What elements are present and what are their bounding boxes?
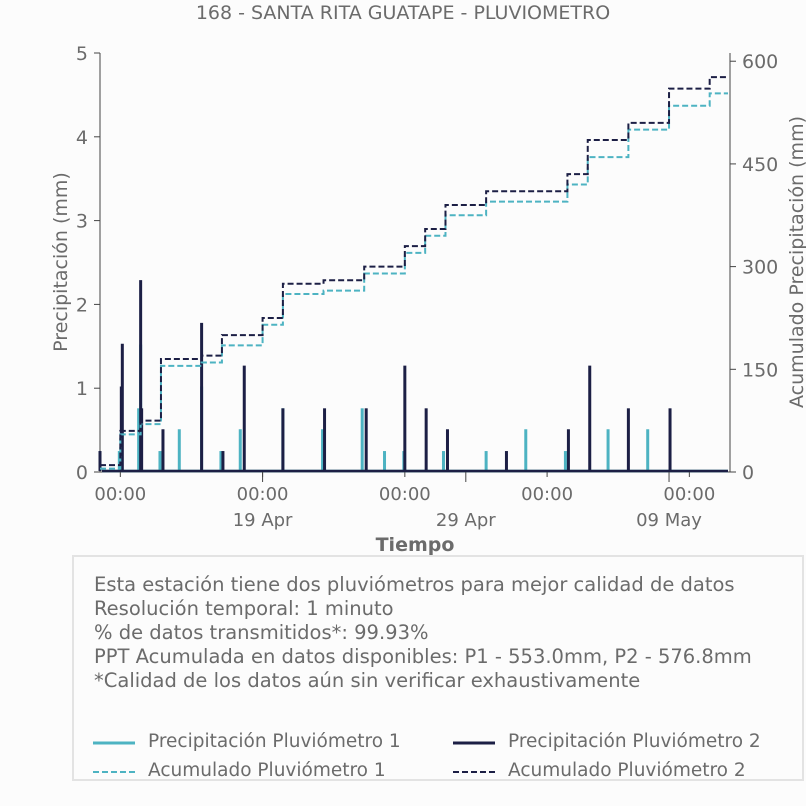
y-tick-label-right: 450 [742, 154, 778, 176]
x-tick-label: 00:00 [663, 484, 715, 505]
legend-swatch [453, 771, 495, 773]
y-tick-label-left: 4 [76, 127, 88, 149]
x-tick-label: 00:00 [94, 484, 146, 505]
legend-swatch [93, 771, 135, 773]
legend-label: Acumulado Pluviómetro 2 [508, 760, 746, 781]
x-tick-label: 00:00 [237, 484, 289, 505]
legend-label: Acumulado Pluviómetro 1 [148, 760, 386, 781]
cumulative-line-2 [100, 76, 728, 467]
chart-title: 168 - SANTA RITA GUATAPE - PLUVIOMETRO [195, 2, 611, 24]
info-line: PPT Acumulada en datos disponibles: P1 -… [94, 645, 752, 668]
y-tick-label-left: 5 [76, 43, 88, 65]
legend-box: Esta estación tiene dos pluviómetros par… [72, 555, 804, 781]
y-tick-label-left: 1 [76, 378, 88, 400]
info-line: Esta estación tiene dos pluviómetros par… [94, 573, 735, 596]
y-tick-label-right: 300 [742, 257, 778, 279]
y-axis-label-right: Acumulado Precipitación (mm) [786, 116, 806, 408]
info-line: Resolución temporal: 1 minuto [94, 597, 394, 620]
y-axis-label-left: Precipitación (mm) [50, 172, 72, 352]
x-major-tick-label: 19 Apr [233, 510, 293, 531]
info-line: *Calidad de los datos aún sin verificar … [94, 669, 641, 692]
y-tick-label-right: 150 [742, 359, 778, 381]
x-tick-label: 00:00 [379, 484, 431, 505]
y-tick-label-left: 3 [76, 211, 88, 233]
legend-swatch [453, 741, 495, 745]
cumulative-line-1 [100, 92, 728, 470]
legend-label: Precipitación Pluviómetro 2 [508, 731, 761, 752]
info-line: % de datos transmitidos*: 99.93% [94, 621, 429, 644]
legend-label: Precipitación Pluviómetro 1 [148, 731, 401, 752]
x-major-tick-label: 29 Apr [436, 510, 496, 531]
y-tick-label-left: 0 [76, 462, 88, 484]
legend-swatch [93, 741, 135, 745]
station-info-text: Esta estación tiene dos pluviómetros par… [94, 573, 752, 693]
y-tick-label-left: 2 [76, 294, 88, 316]
x-major-tick-label: 09 May [636, 510, 702, 531]
y-tick-label-right: 0 [742, 462, 754, 484]
x-tick-label: 00:00 [521, 484, 573, 505]
y-tick-label-right: 600 [742, 51, 778, 73]
x-axis-label: Tiempo [375, 534, 455, 556]
